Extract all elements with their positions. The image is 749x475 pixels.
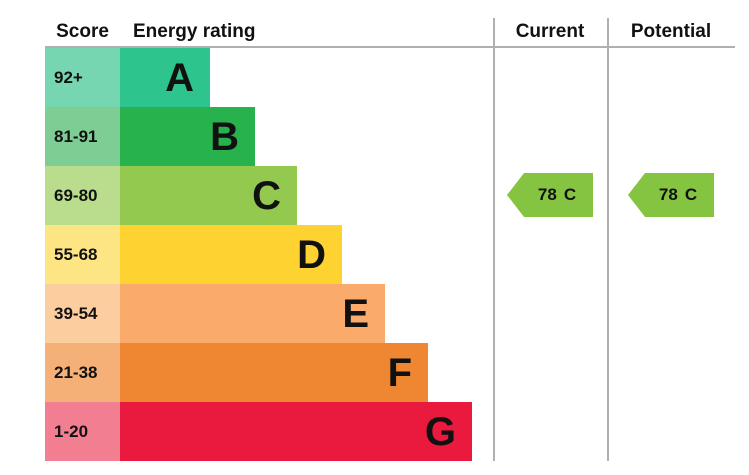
score-range-f: 21-38 bbox=[45, 343, 120, 402]
rating-letter-d: D bbox=[297, 232, 326, 277]
current-column-header: Current bbox=[515, 21, 585, 42]
rating-letter-b: B bbox=[210, 114, 239, 159]
rating-letter-c: C bbox=[252, 173, 281, 218]
rating-letter-f: F bbox=[387, 350, 412, 395]
score-range-d: 55-68 bbox=[45, 225, 120, 284]
left-arrow-icon bbox=[507, 173, 593, 217]
rating-bar-d: D bbox=[120, 225, 342, 284]
band-row-a: 92+ A bbox=[45, 48, 735, 107]
band-row-d: 55-68 D bbox=[45, 225, 735, 284]
chart-header: Score Energy rating Current Potential bbox=[45, 18, 735, 48]
current-column-divider bbox=[493, 18, 495, 461]
score-range-e: 39-54 bbox=[45, 284, 120, 343]
rating-bar-g: G bbox=[120, 402, 472, 461]
band-row-c: 69-80 C bbox=[45, 166, 735, 225]
rating-letter-e: E bbox=[342, 291, 369, 336]
rating-bar-a: A bbox=[120, 48, 210, 107]
score-range-g: 1-20 bbox=[45, 402, 120, 461]
current-rating-value: 78 bbox=[537, 185, 557, 204]
score-range-c: 69-80 bbox=[45, 166, 120, 225]
rating-bands: 92+ A 81-91 B 69-80 C 55-68 D 39-54 E 21… bbox=[45, 48, 735, 461]
potential-rating-arrow: 78 C bbox=[628, 173, 714, 217]
rating-bar-f: F bbox=[120, 343, 428, 402]
current-rating-arrow: 78 C bbox=[507, 173, 593, 217]
potential-rating-label: 78 C bbox=[642, 173, 714, 217]
current-rating-label: 78 C bbox=[521, 173, 593, 217]
potential-column-header: Potential bbox=[630, 21, 712, 42]
rating-letter-a: A bbox=[165, 55, 194, 100]
band-row-g: 1-20 G bbox=[45, 402, 735, 461]
potential-rating-letter: C bbox=[684, 185, 698, 204]
rating-bar-c: C bbox=[120, 166, 297, 225]
rating-bar-e: E bbox=[120, 284, 385, 343]
rating-bar-b: B bbox=[120, 107, 255, 166]
score-column-header: Score bbox=[56, 21, 109, 42]
current-rating-letter: C bbox=[563, 185, 577, 204]
band-row-f: 21-38 F bbox=[45, 343, 735, 402]
band-row-e: 39-54 E bbox=[45, 284, 735, 343]
score-range-a: 92+ bbox=[45, 48, 120, 107]
energy-rating-column-header: Energy rating bbox=[133, 21, 256, 42]
potential-column-divider bbox=[607, 18, 609, 461]
rating-letter-g: G bbox=[424, 409, 456, 454]
score-range-b: 81-91 bbox=[45, 107, 120, 166]
left-arrow-icon bbox=[628, 173, 714, 217]
potential-rating-value: 78 bbox=[658, 185, 678, 204]
band-row-b: 81-91 B bbox=[45, 107, 735, 166]
chart-area: Score Energy rating Current Potential 92… bbox=[45, 18, 735, 461]
